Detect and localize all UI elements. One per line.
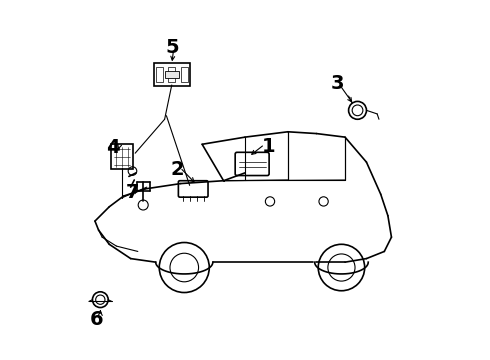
- Text: 4: 4: [106, 138, 120, 157]
- FancyBboxPatch shape: [235, 152, 269, 176]
- FancyBboxPatch shape: [178, 181, 208, 197]
- Bar: [165, 71, 179, 78]
- Bar: [168, 67, 175, 82]
- FancyBboxPatch shape: [111, 144, 133, 170]
- Text: 1: 1: [261, 136, 275, 156]
- Bar: [181, 67, 188, 82]
- Bar: [155, 67, 163, 82]
- Text: 6: 6: [90, 310, 103, 329]
- Text: 2: 2: [171, 160, 184, 179]
- Text: 7: 7: [126, 183, 139, 202]
- FancyBboxPatch shape: [154, 63, 190, 86]
- Text: 3: 3: [331, 74, 344, 93]
- Text: 5: 5: [165, 38, 178, 57]
